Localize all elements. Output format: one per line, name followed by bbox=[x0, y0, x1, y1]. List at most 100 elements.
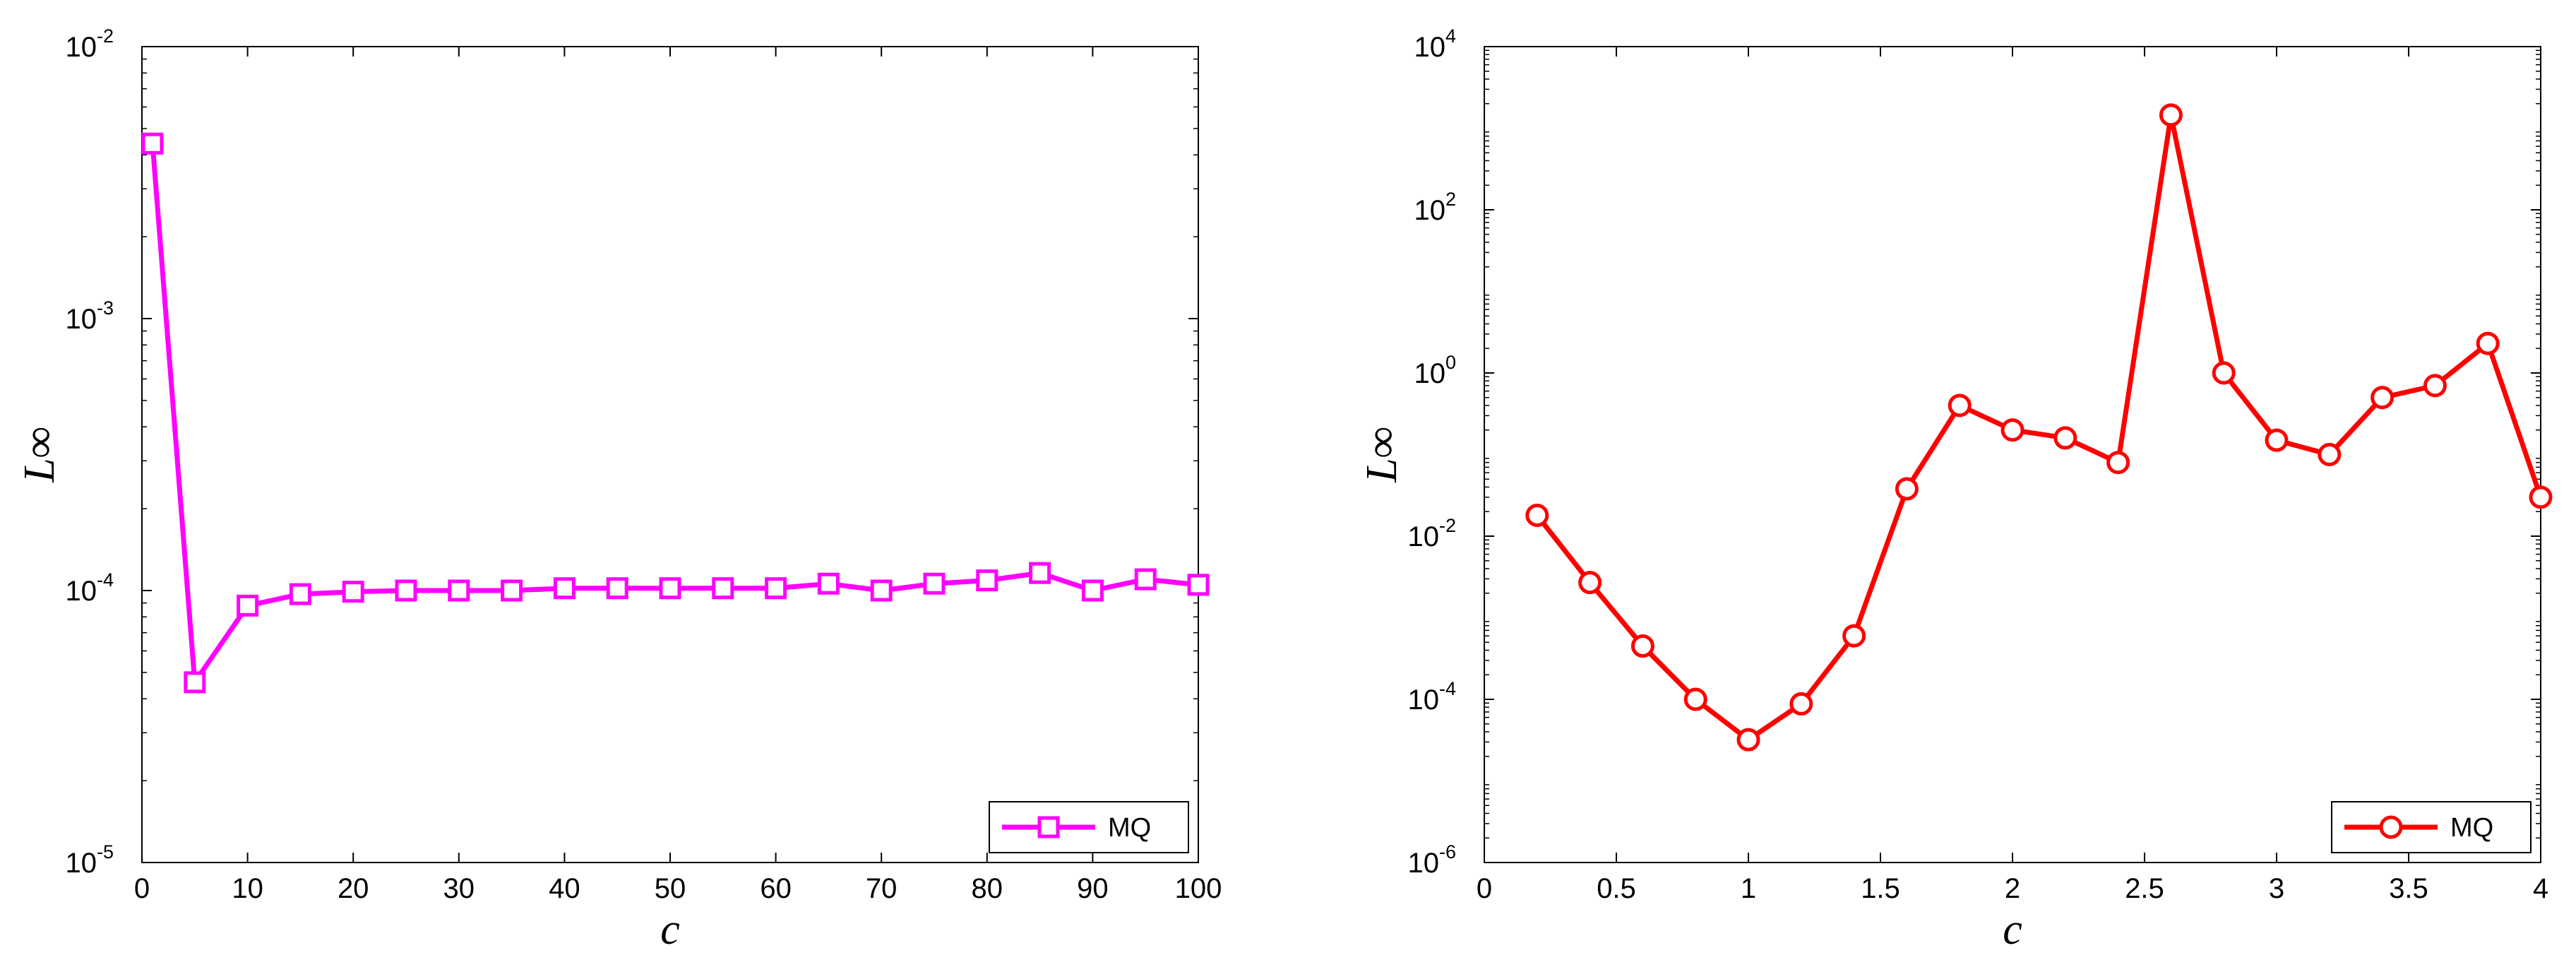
data-point bbox=[2371, 386, 2395, 410]
data-point bbox=[184, 671, 206, 694]
data-point bbox=[1081, 579, 1104, 602]
legend-label: MQ bbox=[1108, 813, 1151, 843]
x-tick-label: 1.5 bbox=[1861, 873, 1900, 904]
y-tick-base: 10 bbox=[1407, 521, 1439, 552]
x-tick-label: 90 bbox=[1077, 873, 1109, 904]
y-tick-base: 10 bbox=[1414, 195, 1445, 226]
y-tick-exponent: 4 bbox=[1445, 25, 1456, 47]
data-point bbox=[1736, 728, 1760, 752]
data-point bbox=[2265, 428, 2289, 452]
data-point bbox=[765, 577, 787, 600]
data-point bbox=[2212, 361, 2236, 385]
data-point bbox=[395, 579, 417, 602]
data-point bbox=[342, 581, 364, 603]
data-point bbox=[2423, 374, 2447, 398]
y-tick-base: 10 bbox=[65, 576, 97, 607]
y-tick-label: 104 bbox=[1414, 25, 1456, 63]
data-point bbox=[1029, 562, 1051, 584]
data-point bbox=[1789, 692, 1813, 716]
x-tick-label: 0 bbox=[1477, 873, 1492, 904]
data-point bbox=[237, 594, 259, 617]
data-point bbox=[817, 572, 840, 595]
data-point bbox=[923, 572, 946, 595]
y-tick-base: 10 bbox=[65, 848, 97, 879]
x-tick-label: 3 bbox=[2269, 873, 2284, 904]
data-point bbox=[2106, 451, 2130, 475]
data-point bbox=[553, 577, 576, 600]
data-point bbox=[870, 579, 893, 602]
x-tick-label: 60 bbox=[760, 873, 792, 904]
y-tick-exponent: -5 bbox=[97, 841, 114, 863]
legend: MQ bbox=[2331, 801, 2532, 853]
legend-marker bbox=[2379, 815, 2403, 839]
data-point bbox=[2000, 418, 2025, 442]
y-tick-exponent: 2 bbox=[1445, 189, 1456, 210]
x-tick-label: 3.5 bbox=[2389, 873, 2428, 904]
y-tick-base: 10 bbox=[65, 304, 97, 335]
data-point bbox=[1187, 574, 1210, 596]
y-tick-label: 10-2 bbox=[1407, 515, 1456, 552]
x-tick-label: 2 bbox=[2005, 873, 2020, 904]
y-tick-label: 10-4 bbox=[1407, 678, 1456, 716]
x-tick-label: 40 bbox=[549, 873, 580, 904]
data-point bbox=[2159, 103, 2183, 127]
legend-label: MQ bbox=[2450, 813, 2493, 843]
data-point bbox=[2476, 331, 2500, 355]
x-tick-label: 1 bbox=[1741, 873, 1756, 904]
y-tick-exponent: -2 bbox=[1439, 515, 1456, 536]
chart-2: 0 0.5 1 1.5 2 2.5 3 3.5 410-610-410-2100102104cL… bbox=[1358, 25, 2553, 954]
x-tick-label: 2.5 bbox=[2125, 873, 2164, 904]
y-tick-exponent: 0 bbox=[1445, 352, 1456, 373]
data-point bbox=[2529, 485, 2553, 509]
y-tick-exponent: -3 bbox=[97, 297, 114, 319]
y-tick-exponent: -4 bbox=[1439, 678, 1456, 699]
y-tick-base: 10 bbox=[65, 32, 97, 63]
legend: MQ bbox=[989, 801, 1189, 853]
legend-marker bbox=[1037, 816, 1060, 838]
x-tick-label: 20 bbox=[338, 873, 369, 904]
y-tick-exponent: -2 bbox=[97, 25, 114, 47]
y-tick-base: 10 bbox=[1414, 358, 1445, 389]
data-point bbox=[448, 579, 470, 602]
y-tick-exponent: -6 bbox=[1439, 841, 1456, 863]
x-tick-label: 0 bbox=[134, 873, 150, 904]
y-tick-label: 10-4 bbox=[65, 569, 114, 607]
data-point bbox=[1525, 504, 1549, 528]
y-tick-label: 10-3 bbox=[65, 297, 114, 335]
x-tick-label: 50 bbox=[655, 873, 686, 904]
y-tick-label: 10-5 bbox=[65, 841, 114, 879]
x-axis-label: c bbox=[2003, 906, 2022, 954]
y-tick-exponent: -4 bbox=[97, 569, 114, 591]
plot-frame bbox=[1484, 46, 2541, 863]
y-tick-label: 10-2 bbox=[65, 25, 114, 63]
data-point bbox=[1134, 568, 1157, 591]
data-point bbox=[976, 569, 998, 592]
data-point bbox=[2318, 443, 2342, 466]
data-point bbox=[289, 583, 311, 605]
x-tick-label: 0.5 bbox=[1597, 873, 1636, 904]
data-point bbox=[606, 577, 628, 600]
data-point bbox=[1948, 393, 1972, 417]
x-tick-label: 10 bbox=[232, 873, 263, 904]
x-tick-label: 80 bbox=[972, 873, 1003, 904]
x-tick-label: 4 bbox=[2533, 873, 2548, 904]
data-point bbox=[659, 577, 681, 600]
data-point bbox=[1578, 571, 1602, 595]
y-tick-base: 10 bbox=[1407, 684, 1439, 716]
data-point bbox=[1630, 634, 1654, 658]
plot-frame bbox=[141, 46, 1199, 863]
y-axis-label: L∞ bbox=[16, 427, 64, 483]
x-axis-label: c bbox=[660, 906, 680, 954]
x-tick-label: 100 bbox=[1175, 873, 1222, 904]
data-point bbox=[712, 577, 734, 600]
y-axis-label: L∞ bbox=[1358, 427, 1406, 483]
y-tick-base: 10 bbox=[1407, 848, 1439, 879]
y-tick-label: 100 bbox=[1414, 352, 1456, 389]
data-point bbox=[1895, 477, 1919, 501]
data-point bbox=[501, 579, 523, 602]
x-tick-label: 70 bbox=[866, 873, 898, 904]
x-tick-label: 30 bbox=[443, 873, 475, 904]
y-tick-base: 10 bbox=[1414, 32, 1445, 63]
data-point bbox=[1842, 624, 1866, 648]
